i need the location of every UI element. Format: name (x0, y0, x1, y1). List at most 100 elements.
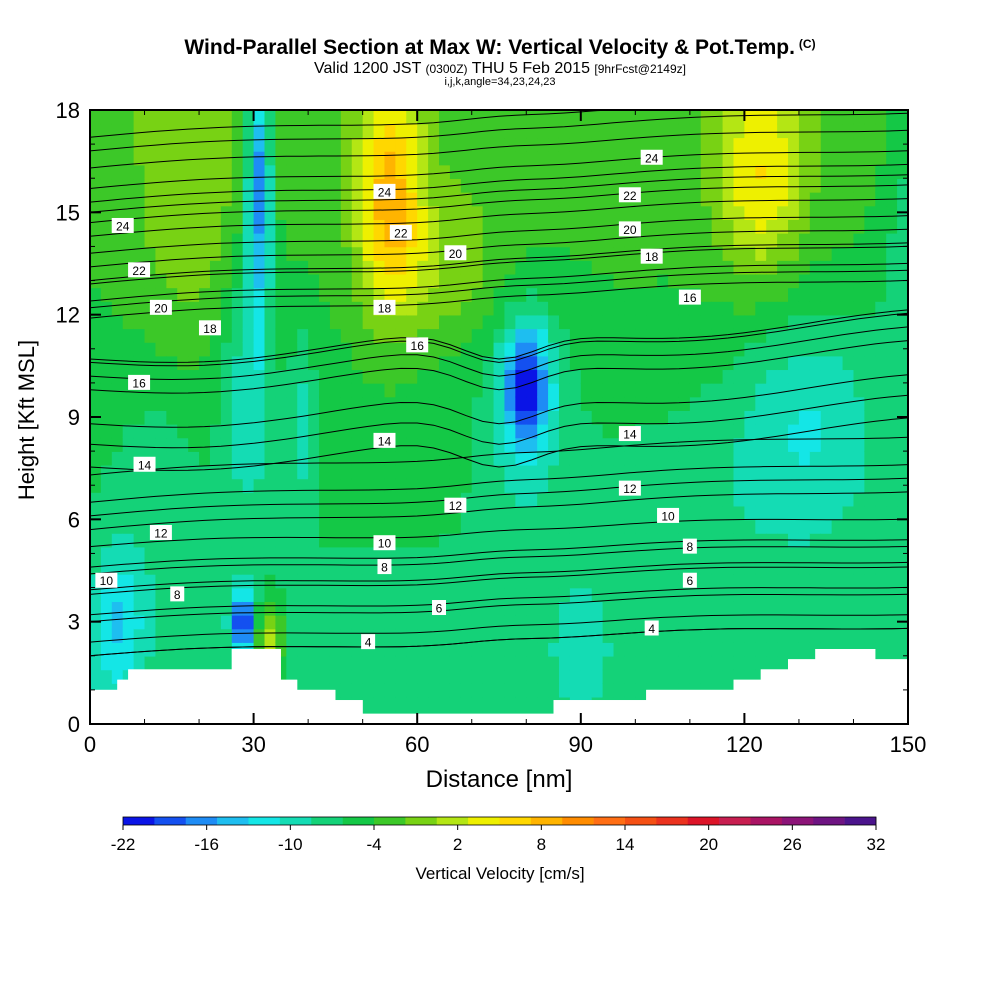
velocity-cell (591, 328, 604, 343)
velocity-cell (395, 410, 408, 425)
velocity-cell (875, 478, 887, 493)
velocity-cell (897, 451, 909, 466)
velocity-cell (340, 437, 353, 452)
velocity-cell (362, 355, 375, 371)
velocity-cell (417, 301, 429, 316)
velocity-cell (558, 123, 571, 139)
velocity-cell (133, 642, 146, 657)
velocity-cell (668, 328, 680, 343)
velocity-cell (111, 287, 124, 302)
velocity-cell (242, 478, 255, 493)
velocity-cell (308, 314, 320, 330)
velocity-cell (329, 396, 342, 411)
velocity-cell (220, 123, 233, 139)
velocity-cell (711, 451, 724, 466)
velocity-cell (515, 355, 528, 371)
velocity-cell (515, 587, 528, 602)
velocity-cell (275, 396, 288, 411)
velocity-cell (755, 410, 768, 425)
velocity-cell (493, 328, 506, 343)
velocity-cell (471, 587, 484, 602)
velocity-cell (428, 669, 440, 684)
velocity-cell (515, 669, 528, 684)
isentrope-label: 20 (623, 223, 637, 237)
velocity-cell (133, 232, 146, 248)
velocity-cell (842, 287, 855, 302)
velocity-cell (264, 628, 277, 643)
velocity-cell (493, 123, 506, 139)
velocity-cell (558, 110, 571, 125)
velocity-cell (897, 642, 909, 657)
isentrope-22 (89, 215, 909, 254)
velocity-cell (90, 423, 102, 439)
velocity-cell (613, 205, 626, 220)
velocity-cell (635, 191, 648, 207)
velocity-cell (689, 246, 702, 261)
velocity-cell (417, 246, 429, 261)
velocity-cell (831, 464, 844, 480)
velocity-cell (777, 191, 789, 207)
velocity-cell (155, 382, 168, 398)
velocity-cell (809, 164, 822, 180)
velocity-cell (297, 232, 309, 248)
velocity-cell (395, 355, 408, 371)
isentrope-label: 18 (203, 322, 217, 336)
velocity-cell (209, 355, 222, 371)
velocity-cell (755, 205, 768, 220)
velocity-cell (297, 164, 309, 180)
velocity-cell (820, 451, 833, 466)
velocity-cell (798, 164, 811, 180)
velocity-cell (689, 232, 702, 248)
velocity-cell (526, 669, 538, 684)
velocity-cell (646, 601, 658, 616)
velocity-cell (319, 669, 331, 684)
velocity-cell (155, 642, 168, 657)
velocity-cell (788, 164, 800, 180)
velocity-cell (362, 369, 375, 384)
velocity-cell (678, 246, 691, 261)
velocity-cell (504, 560, 517, 575)
velocity-cell (493, 573, 506, 589)
velocity-cell (199, 464, 211, 480)
velocity-cell (744, 314, 757, 330)
velocity-cell (515, 273, 528, 289)
velocity-cell (657, 178, 669, 193)
velocity-cell (384, 382, 397, 398)
velocity-cell (90, 287, 102, 302)
velocity-cell (319, 437, 331, 452)
velocity-cell (329, 110, 342, 125)
velocity-cell (319, 301, 331, 316)
velocity-cell (569, 232, 582, 248)
velocity-cell (166, 137, 179, 152)
velocity-cell (439, 205, 451, 220)
velocity-cell (569, 355, 582, 371)
velocity-cell (820, 546, 833, 562)
velocity-cell (362, 123, 375, 139)
velocity-cell (395, 178, 408, 193)
velocity-cell (820, 573, 833, 589)
velocity-cell (384, 505, 397, 521)
velocity-cell (558, 614, 571, 630)
y-tick-label: 0 (68, 712, 80, 737)
velocity-cell (493, 164, 506, 180)
velocity-cell (351, 273, 364, 289)
velocity-cell (166, 328, 179, 343)
isentrope-line (89, 150, 909, 189)
velocity-cell (755, 273, 768, 289)
velocity-cell (188, 260, 200, 275)
velocity-cell (820, 123, 833, 139)
velocity-cell (678, 110, 691, 125)
velocity-cell (264, 328, 277, 343)
velocity-cell (668, 219, 680, 234)
velocity-cell (820, 164, 833, 180)
velocity-cell (755, 110, 768, 125)
velocity-cell (340, 191, 353, 207)
velocity-cell (875, 614, 887, 630)
velocity-cell (220, 328, 233, 343)
velocity-cell (657, 232, 669, 248)
velocity-cell (471, 369, 484, 384)
velocity-cell (177, 137, 189, 152)
velocity-cell (297, 423, 309, 439)
velocity-cell (733, 369, 746, 384)
